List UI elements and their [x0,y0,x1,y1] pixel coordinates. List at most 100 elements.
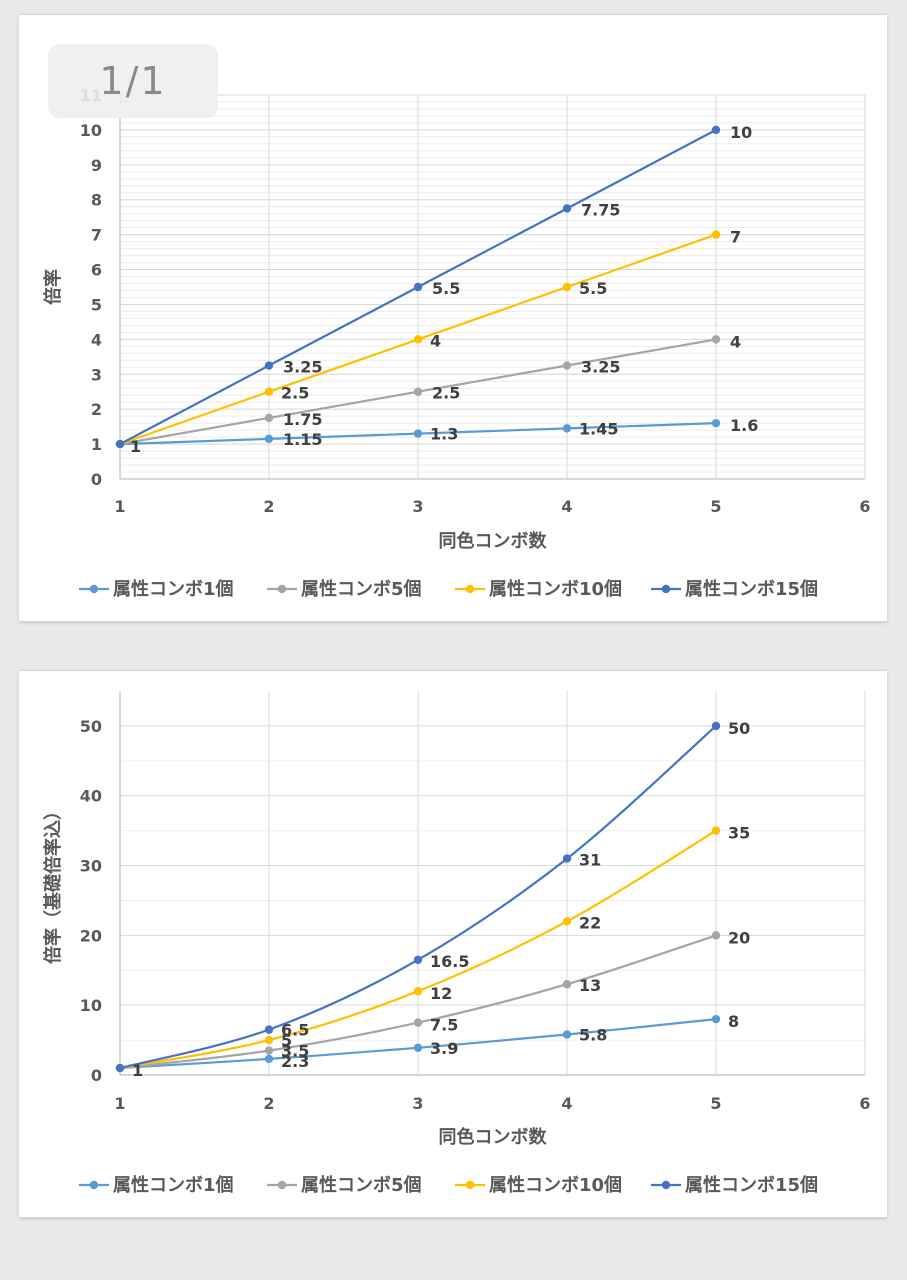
data-label: 4 [430,331,441,350]
data-label: 3.9 [430,1039,458,1058]
data-label: 5.8 [579,1026,607,1045]
y-tick-label: 0 [91,470,102,489]
data-label: 6.5 [281,1021,309,1040]
legend-label: 属性コンボ15個 [685,578,818,600]
legend-label: 属性コンボ5個 [301,578,422,600]
data-point [711,826,721,835]
data-point [264,1046,274,1055]
data-point [264,1025,274,1034]
data-point [562,980,572,989]
y-tick-label: 3 [91,365,102,384]
legend-item: 属性コンボ15個 [651,1174,818,1196]
x-tick-label: 3 [412,497,423,516]
data-point [264,387,274,396]
y-axis-title: 倍率（基礎倍率込） [42,802,64,964]
legend-item: 属性コンボ10個 [455,578,622,600]
data-label: 12 [430,984,452,1003]
y-tick-label: 7 [91,226,102,245]
legend-label: 属性コンボ5個 [301,1174,422,1196]
data-label: 22 [579,913,601,932]
y-tick-label: 40 [80,787,102,806]
data-point [264,361,274,370]
data-point [413,1018,423,1027]
legend-item: 属性コンボ15個 [651,578,818,600]
x-tick-label: 1 [114,1094,125,1113]
y-tick-label: 30 [80,857,102,876]
legend-label: 属性コンボ10個 [489,578,622,600]
data-point [413,955,423,964]
x-axis-title: 同色コンボ数 [439,530,548,552]
data-label: 2.3 [281,1052,309,1071]
data-label: 8 [728,1012,739,1031]
data-point [562,1030,572,1039]
line-chart-multiplier: 01234567891011123456同色コンボ数倍率11.151.31.45… [42,86,871,600]
x-tick-label: 5 [710,497,721,516]
data-point [413,987,423,996]
x-tick-label: 4 [561,497,572,516]
data-label: 2.5 [281,384,309,403]
legend-marker [277,1180,287,1190]
data-label: 3.5 [281,1042,309,1061]
y-tick-label: 9 [91,156,102,175]
data-label: 20 [728,928,750,947]
data-label: 1.75 [283,410,322,429]
page-indicator: 1/1 [48,44,218,118]
data-label: 7 [730,228,741,247]
data-label: 3.25 [581,358,620,377]
y-tick-label: 20 [80,926,102,945]
data-point [413,387,423,396]
data-point [562,282,572,292]
series-line [119,725,717,1070]
data-label: 3.25 [283,358,322,377]
data-label: 1.15 [283,430,322,449]
data-point [413,335,423,344]
x-tick-label: 6 [859,1094,870,1113]
data-point [562,424,572,433]
y-tick-label: 10 [80,121,102,140]
legend: 属性コンボ1個 属性コンボ5個 属性コンボ10個 属性コンボ15個 [79,578,818,600]
data-label: 7.75 [581,200,620,219]
series-3 [115,826,721,1073]
x-axis-title: 同色コンボ数 [439,1126,548,1148]
legend-marker [465,584,475,594]
x-tick-label: 2 [263,1094,274,1113]
data-label: 4 [730,332,741,351]
data-label: 10 [730,123,752,142]
y-tick-label: 2 [91,400,102,419]
legend: 属性コンボ1個 属性コンボ5個 属性コンボ10個 属性コンボ15個 [79,1174,818,1196]
legend-label: 属性コンボ15個 [685,1174,818,1196]
x-tick-label: 6 [859,497,870,516]
data-label: 1 [130,437,141,456]
y-tick-label: 50 [80,717,102,736]
data-label: 5.5 [432,279,460,298]
data-point [264,434,274,444]
y-axis-title: 倍率 [42,269,64,305]
x-tick-label: 2 [263,497,274,516]
data-label: 13 [579,976,601,995]
data-point [264,413,274,423]
y-tick-label: 1 [91,435,102,454]
legend-marker [277,584,287,594]
y-tick-label: 6 [91,261,102,280]
x-tick-label: 5 [710,1094,721,1113]
data-point [413,282,423,292]
data-label: 35 [728,824,750,843]
data-label: 1.45 [579,419,618,438]
data-label: 5.5 [579,279,607,298]
data-point [562,854,572,863]
data-point [711,230,721,239]
x-tick-label: 3 [412,1094,423,1113]
data-point [562,204,572,213]
legend-item: 属性コンボ1個 [79,578,234,600]
series-4 [115,721,721,1073]
gridlines [119,691,866,1076]
data-point [711,721,721,731]
y-tick-label: 4 [91,330,102,349]
data-label: 16.5 [430,952,469,971]
y-tick-label: 8 [91,191,102,210]
legend-item: 属性コンボ1個 [79,1174,234,1196]
legend-label: 属性コンボ10個 [489,1174,622,1196]
data-point [562,361,572,370]
legend-marker [89,1180,99,1190]
